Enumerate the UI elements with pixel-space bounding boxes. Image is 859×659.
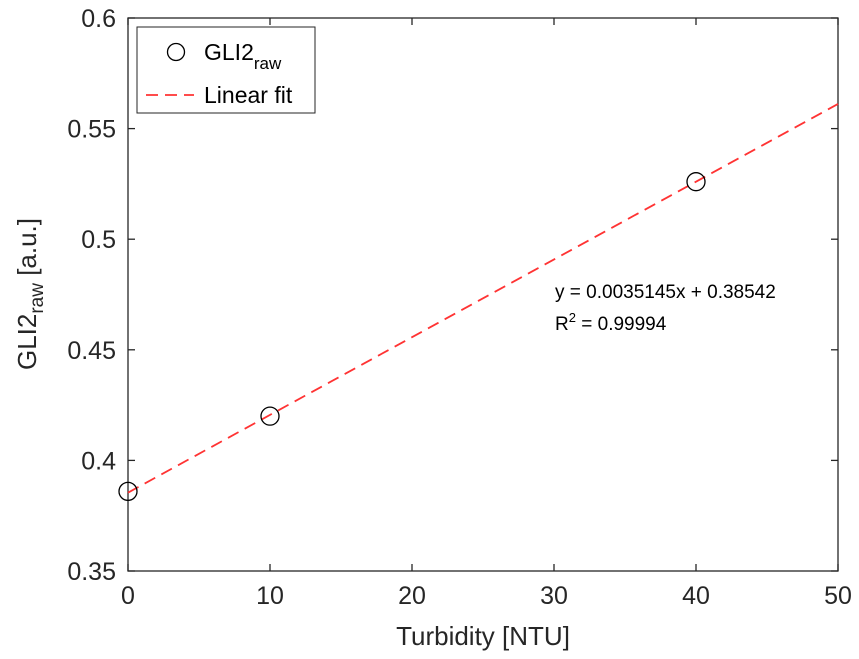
fit-line [127,103,839,494]
y-tick-label: 0.45 [67,337,116,365]
x-tick-label: 50 [824,582,852,610]
y-tick-label: 0.55 [67,116,116,144]
r2-prefix: R [555,314,569,335]
r2-sup: 2 [569,310,576,325]
x-tick-label: 40 [682,582,710,610]
legend-marker-circle [166,42,186,62]
x-tick-label: 10 [256,582,284,610]
axis-ticks [127,17,839,572]
legend-box [136,26,316,114]
y-tick-label: 0.5 [81,226,116,254]
fit-r-squared: R2 = 0.99994 [555,310,667,335]
y-tick-label: 0.35 [67,558,116,586]
data-point [118,481,138,502]
fit-equation: y = 0.0035145x + 0.38542 [555,282,776,303]
x-tick-label: 20 [398,582,426,610]
legend: GLI2raw Linear fit [136,26,316,114]
y-tick-label: 0.4 [81,447,116,475]
data-points [118,172,706,502]
y-axis-label-main: GLI2 [12,314,42,370]
y-tick-labels: 0.35 0.4 0.45 0.5 0.55 0.6 [67,5,116,586]
x-axis-label: Turbidity [NTU] [396,621,570,651]
y-axis-label-sub: raw [27,283,48,314]
y-axis-label-unit: [a.u.] [12,218,42,283]
legend-series-sub: raw [254,54,282,73]
y-tick-label: 0.6 [81,5,116,33]
r2-value: = 0.99994 [576,314,667,335]
data-point [686,172,706,192]
legend-entry-fit: Linear fit [204,82,293,108]
legend-series-main: GLI2 [204,39,254,65]
x-tick-label: 30 [540,582,568,610]
data-point [260,406,280,426]
x-tick-labels: 0 10 20 30 40 50 [121,582,852,610]
legend-entry-series: GLI2raw [204,39,282,73]
x-tick-label: 0 [121,582,135,610]
y-axis-label: GLI2raw [a.u.] [12,218,48,370]
fit-annotation: y = 0.0035145x + 0.38542 R2 = 0.99994 [555,282,776,335]
